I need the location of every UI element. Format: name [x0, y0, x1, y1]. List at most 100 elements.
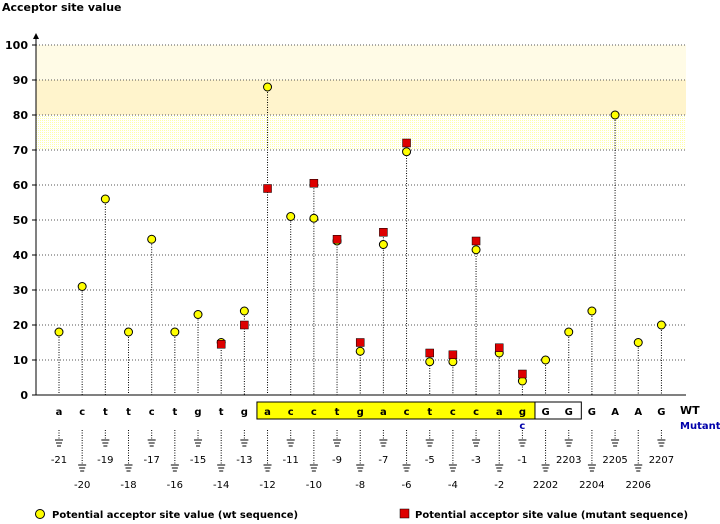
base-letter: c — [149, 407, 155, 418]
band-80-90 — [36, 80, 686, 115]
legend: Potential acceptor site value (wt sequen… — [35, 508, 688, 521]
base-letter: G — [565, 407, 573, 418]
y-tick-label: 100 — [5, 39, 28, 52]
y-tick-label: 10 — [13, 354, 29, 367]
mutant-point — [216, 340, 226, 349]
mutant-point — [471, 236, 481, 246]
base-letter: c — [79, 407, 85, 418]
base-letter: a — [264, 407, 271, 418]
position-label: -10 — [306, 480, 322, 491]
highlight-box-exon-boundary — [256, 401, 536, 420]
mutant-point — [402, 138, 411, 148]
wt-row-label: WT — [680, 404, 700, 417]
band-90-100 — [36, 45, 686, 80]
base-letter: c — [450, 407, 456, 418]
mutant-point — [355, 338, 365, 347]
base-letter: G — [541, 407, 549, 418]
wt-point — [193, 310, 203, 319]
y-tick-label: 70 — [13, 144, 29, 157]
position-label: 2203 — [556, 455, 581, 466]
base-letter: t — [172, 407, 177, 418]
position-label: -6 — [402, 480, 412, 491]
wt-point — [564, 327, 574, 337]
base-letter: c — [473, 407, 479, 418]
wt-point — [355, 346, 365, 356]
y-tick-label: 40 — [13, 249, 29, 262]
y-tick-label: 20 — [13, 319, 29, 332]
position-label: -7 — [378, 455, 388, 466]
wt-point — [309, 213, 319, 223]
legend-wt-marker — [35, 509, 45, 519]
y-tick-label: 0 — [20, 389, 28, 402]
wt-point — [239, 306, 249, 316]
position-label: -12 — [259, 480, 275, 491]
wt-point — [541, 355, 551, 365]
wt-point — [263, 82, 273, 92]
mutant-point — [518, 369, 527, 379]
wt-point — [471, 245, 481, 255]
position-label: -9 — [332, 455, 342, 466]
gridlines — [36, 44, 686, 361]
position-markers — [55, 430, 666, 472]
position-label: 2202 — [533, 480, 558, 491]
y-tick-label: 60 — [13, 179, 29, 192]
base-letter: g — [241, 407, 248, 418]
position-label: -14 — [213, 480, 229, 491]
position-label: -17 — [144, 455, 160, 466]
position-label: 2206 — [626, 480, 651, 491]
position-labels: -21 -20 -19 -18 -17 -16 -15 -14 -13 -12 -11 -10 -9 -8… — [51, 455, 674, 491]
wt-point — [147, 234, 157, 244]
position-label: -2 — [494, 480, 504, 491]
base-letter: a — [496, 407, 503, 418]
base-letter: g — [194, 407, 201, 418]
wt-point — [170, 327, 180, 337]
y-axis: 0 10 20 30 40 50 60 70 80 90 100 — [5, 33, 686, 402]
legend-mutant-label: Potential acceptor site value (mutant se… — [415, 510, 688, 520]
base-letter: a — [56, 407, 63, 418]
wt-point — [633, 338, 643, 347]
position-label: -4 — [448, 480, 458, 491]
position-label: 2207 — [649, 455, 674, 466]
base-letter: G — [588, 407, 596, 418]
band-70-80 — [36, 115, 686, 150]
y-tick-label: 30 — [13, 284, 29, 297]
y-axis-arrow — [33, 33, 39, 39]
wt-point — [587, 306, 597, 316]
position-label: -19 — [97, 455, 113, 466]
mutant-point — [425, 348, 434, 358]
position-label: -16 — [167, 480, 183, 491]
position-label: -21 — [51, 455, 67, 466]
mutant-point — [309, 179, 319, 188]
base-letter: A — [611, 407, 619, 418]
position-label: -3 — [471, 455, 481, 466]
position-label: -11 — [283, 455, 299, 466]
y-tick-label: 80 — [13, 109, 29, 122]
position-label: -5 — [425, 455, 435, 466]
wt-point — [100, 194, 110, 204]
threshold-bands — [36, 45, 686, 150]
legend-wt-label: Potential acceptor site value (wt sequen… — [52, 510, 298, 520]
wt-point — [610, 110, 620, 120]
y-tick-label: 50 — [13, 214, 29, 227]
mutant-point — [448, 350, 458, 359]
stems — [58, 87, 662, 395]
base-letter: t — [103, 407, 108, 418]
base-letter: t — [219, 407, 224, 418]
sequence-bases: a c t t c t g t g a c c t g a c t c c a gcG G G A A G — [56, 407, 666, 432]
base-letter: g — [519, 407, 526, 418]
base-letter: t — [126, 407, 131, 418]
wt-point — [656, 320, 666, 330]
mutant-series — [216, 138, 527, 379]
position-label: -8 — [355, 480, 365, 491]
position-label: -1 — [517, 455, 527, 466]
position-label: -20 — [74, 480, 90, 491]
wt-point — [378, 240, 388, 249]
wt-point — [402, 147, 412, 157]
base-letter: g — [357, 407, 364, 418]
mutant-point — [494, 343, 504, 352]
base-letter: A — [634, 407, 642, 418]
mutant-point — [379, 228, 388, 237]
mutant-point — [263, 184, 272, 193]
position-label: -13 — [236, 455, 252, 466]
